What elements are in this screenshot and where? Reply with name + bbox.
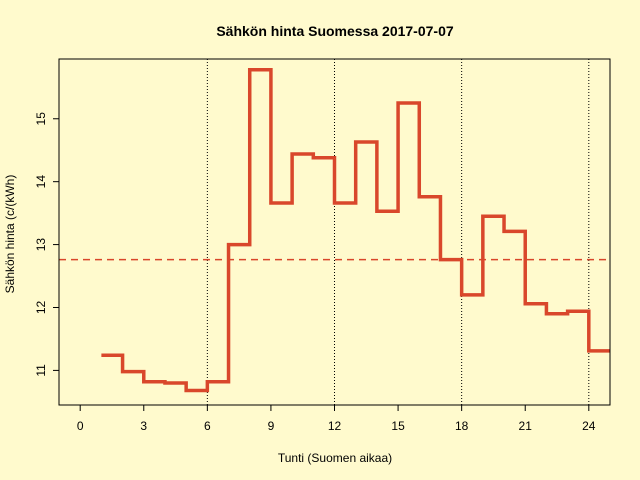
x-axis-label: Tunti (Suomen aikaa) <box>278 451 392 465</box>
y-tick-label: 12 <box>34 300 48 314</box>
price-step-line <box>101 67 610 393</box>
x-tick-label: 9 <box>268 419 275 433</box>
y-tick-label: 13 <box>34 238 48 252</box>
y-tick-label: 15 <box>34 112 48 126</box>
x-tick-label: 15 <box>391 419 405 433</box>
x-tick-label: 24 <box>582 419 596 433</box>
x-tick-label: 6 <box>204 419 211 433</box>
chart-title: Sähkön hinta Suomessa 2017-07-07 <box>216 23 454 39</box>
x-tick-label: 3 <box>140 419 147 433</box>
x-tick-label: 21 <box>519 419 533 433</box>
x-tick-label: 0 <box>77 419 84 433</box>
x-axis: 0 3 6 9 12 15 18 21 24 <box>77 404 596 433</box>
y-axis: 11 12 13 14 15 <box>34 112 60 377</box>
y-tick-label: 11 <box>34 364 48 377</box>
x-tick-label: 18 <box>455 419 469 433</box>
y-tick-label: 14 <box>34 175 48 189</box>
series-layer <box>101 67 611 393</box>
y-axis-label: Sähkön hinta (c/(kWh) <box>3 175 17 294</box>
x-tick-label: 12 <box>328 419 342 433</box>
